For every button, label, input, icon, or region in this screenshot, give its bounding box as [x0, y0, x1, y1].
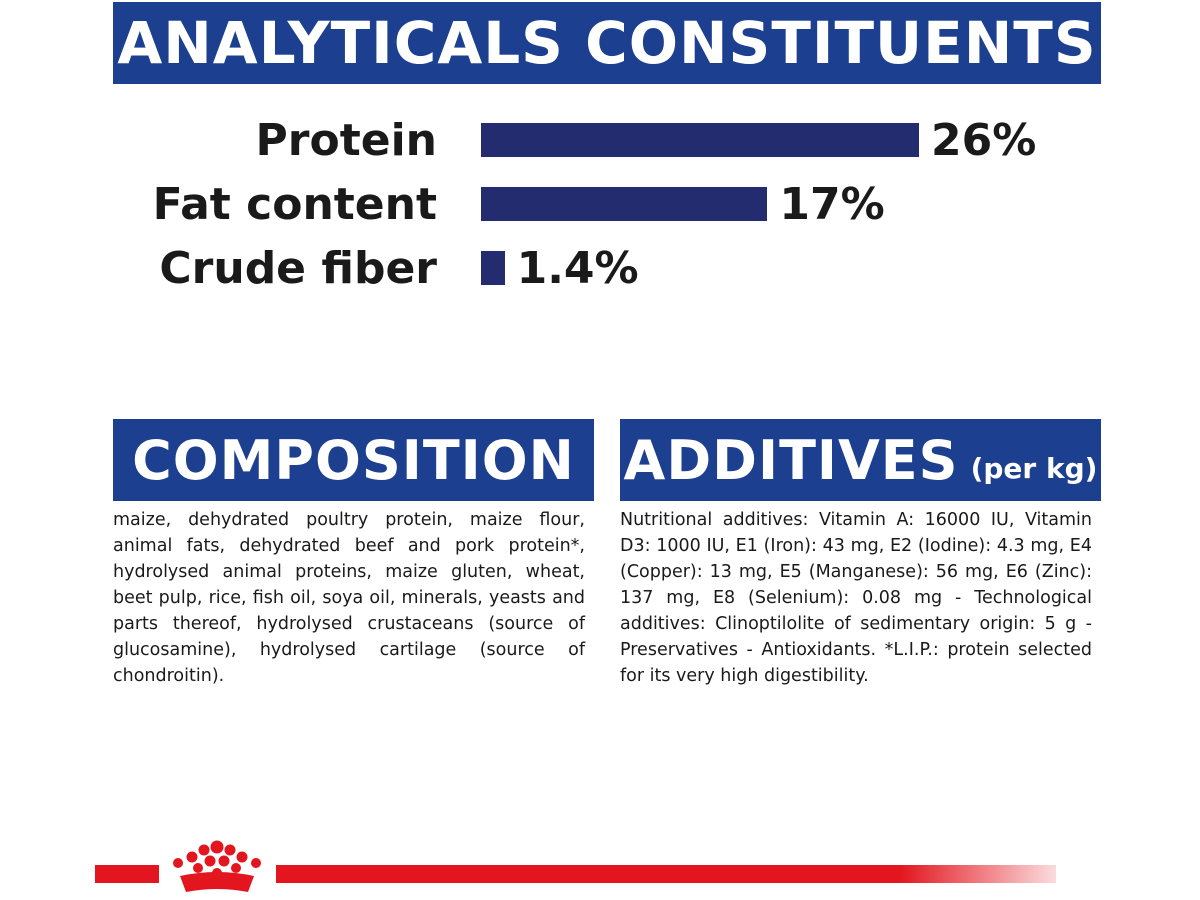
footer-red-line-right [276, 865, 1056, 883]
constituent-row-fat: Fat content 17% [0, 170, 1200, 240]
composition-text: maize, dehydrated poultry protein, maize… [113, 510, 585, 686]
constituent-label: Crude fiber [159, 243, 437, 294]
footer-red-line-left [95, 865, 159, 883]
crown-icon [173, 840, 261, 892]
additives-subtitle: (per kg) [970, 451, 1098, 485]
constituent-row-fiber: Crude fiber 1.4% [0, 234, 1200, 304]
analyticals-constituents-title: ANALYTICALS CONSTITUENTS [117, 9, 1097, 77]
constituent-value: 17% [779, 179, 885, 230]
constituent-bar [481, 123, 919, 157]
composition-title: COMPOSITION [132, 428, 575, 492]
constituent-value: 1.4% [516, 243, 639, 294]
constituent-bar [481, 251, 505, 285]
additives-title: ADDITIVES [623, 428, 959, 492]
analyticals-constituents-banner: ANALYTICALS CONSTITUENTS [113, 2, 1101, 84]
constituent-label: Fat content [152, 179, 437, 230]
constituent-value: 26% [931, 115, 1037, 166]
additives-banner: ADDITIVES (per kg) [620, 419, 1101, 501]
constituent-bar [481, 187, 768, 221]
constituent-label: Protein [255, 115, 437, 166]
constituent-row-protein: Protein 26% [0, 106, 1200, 176]
additives-text: Nutritional additives: Vitamin A: 16000 … [620, 510, 1092, 686]
composition-banner: COMPOSITION [113, 419, 594, 501]
